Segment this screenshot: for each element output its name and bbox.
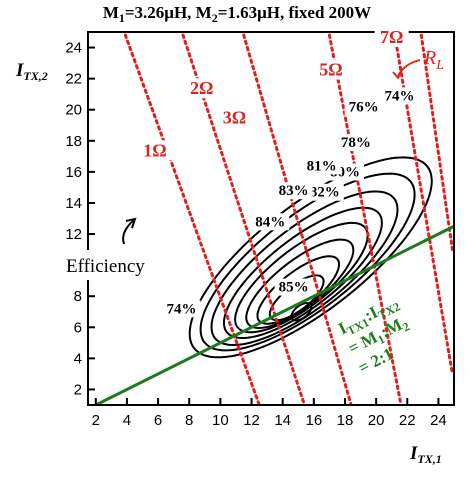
chart-title: M1=3.26μH, M2=1.63μH, fixed 200W — [103, 3, 371, 25]
y-tick-label-12: 12 — [65, 226, 82, 243]
efficiency-label-bg-2 — [336, 134, 375, 152]
rl-label: RL — [423, 47, 444, 73]
x-tick-label-22: 22 — [399, 412, 416, 429]
efficiency-label-bg-9 — [162, 300, 201, 318]
resistance-labels: 1Ω 2Ω 3Ω 5Ω 7Ω — [137, 26, 409, 161]
y-tick-label-14: 14 — [65, 195, 82, 212]
y-tick-label-18: 18 — [65, 133, 82, 150]
efficiency-label-5: 82% — [310, 185, 340, 201]
efficiency-label-6: 83% — [279, 183, 309, 199]
contour-78pct-2 — [210, 190, 399, 347]
x-tick-label-2: 2 — [92, 412, 100, 429]
y-tick-label-22: 22 — [65, 71, 82, 88]
efficiency-label-2: 78% — [341, 135, 371, 151]
efficiency-pointer — [122, 219, 135, 245]
resistance-label-1: 2Ω — [190, 78, 213, 98]
efficiency-label-bg-0 — [380, 87, 419, 105]
resistance-line-2 — [242, 33, 353, 405]
x-tick-label-10: 10 — [212, 412, 229, 429]
x-tick-label-4: 4 — [123, 412, 131, 429]
x-tick-label-24: 24 — [430, 412, 447, 429]
ratio-line — [95, 224, 454, 405]
efficiency-label-1: 76% — [349, 99, 379, 115]
x-axis-ticks: 2 4 6 8 10 12 14 16 18 20 22 24 — [92, 398, 447, 429]
efficiency-label-0: 74% — [384, 88, 414, 104]
y-tick-label-16: 16 — [65, 164, 82, 181]
resistance-line-0 — [123, 33, 261, 405]
x-tick-label-6: 6 — [154, 412, 162, 429]
x-tick-label-8: 8 — [185, 412, 193, 429]
efficiency-word: Efficiency — [66, 256, 145, 277]
efficiency-labels: 74%76%78%80%81%82%83%84%85%74% — [162, 87, 419, 318]
y-tick-label-2: 2 — [74, 381, 82, 398]
efficiency-arrowhead — [125, 217, 137, 229]
resistance-label-bg-3 — [313, 59, 348, 80]
efficiency-label-bg-6 — [274, 182, 313, 200]
efficiency-label-9: 74% — [166, 301, 196, 317]
efficiency-label-bg-4 — [302, 157, 341, 175]
x-axis-label: ITX,1 — [409, 443, 442, 466]
resistance-line-5 — [419, 33, 454, 252]
contour-85pct-8 — [290, 302, 313, 322]
efficiency-label-bg-8 — [274, 278, 313, 296]
y-tick-label-8: 8 — [74, 288, 82, 305]
y-tick-label-4: 4 — [74, 350, 82, 367]
rl-arrowhead — [392, 69, 403, 80]
resistance-label-0: 1Ω — [143, 140, 166, 160]
y-tick-label-20: 20 — [65, 102, 82, 119]
efficiency-label-8: 85% — [279, 280, 309, 296]
x-tick-label-14: 14 — [274, 412, 291, 429]
y-tick-label-24: 24 — [65, 40, 82, 57]
ratio-label: ITX1:ITX2 = M1:M2 = 2:1 — [335, 299, 412, 377]
resistance-label-3: 5Ω — [319, 60, 342, 80]
x-tick-label-20: 20 — [368, 412, 385, 429]
resistance-label-bg-1 — [184, 78, 219, 99]
y-tick-label-6: 6 — [74, 319, 82, 336]
contour-80pct-3 — [223, 206, 383, 339]
resistance-label-bg-2 — [217, 107, 252, 128]
efficiency-label-bg-1 — [344, 98, 383, 116]
resistance-line-3 — [327, 33, 403, 405]
efficiency-word-bg — [62, 250, 178, 280]
resistance-label-4: 7Ω — [380, 27, 403, 47]
x-tick-label-16: 16 — [305, 412, 322, 429]
resistance-label-2: 3Ω — [223, 108, 246, 128]
resistance-label-bg-4 — [374, 26, 409, 47]
plot-frame — [87, 31, 455, 406]
efficiency-label-7: 84% — [255, 214, 285, 230]
resistance-label-bg-0 — [137, 140, 172, 161]
contour-82pct-5 — [245, 238, 355, 330]
contour-81pct-4 — [234, 221, 369, 334]
efficiency-label-4: 81% — [307, 158, 337, 174]
x-tick-label-18: 18 — [337, 412, 354, 429]
y-axis-label: ITX,2 — [15, 60, 48, 83]
x-tick-label-12: 12 — [243, 412, 260, 429]
efficiency-label-bg-7 — [251, 213, 290, 231]
efficiency-label-bg-5 — [305, 183, 344, 201]
ratio-line-layer — [95, 224, 454, 405]
